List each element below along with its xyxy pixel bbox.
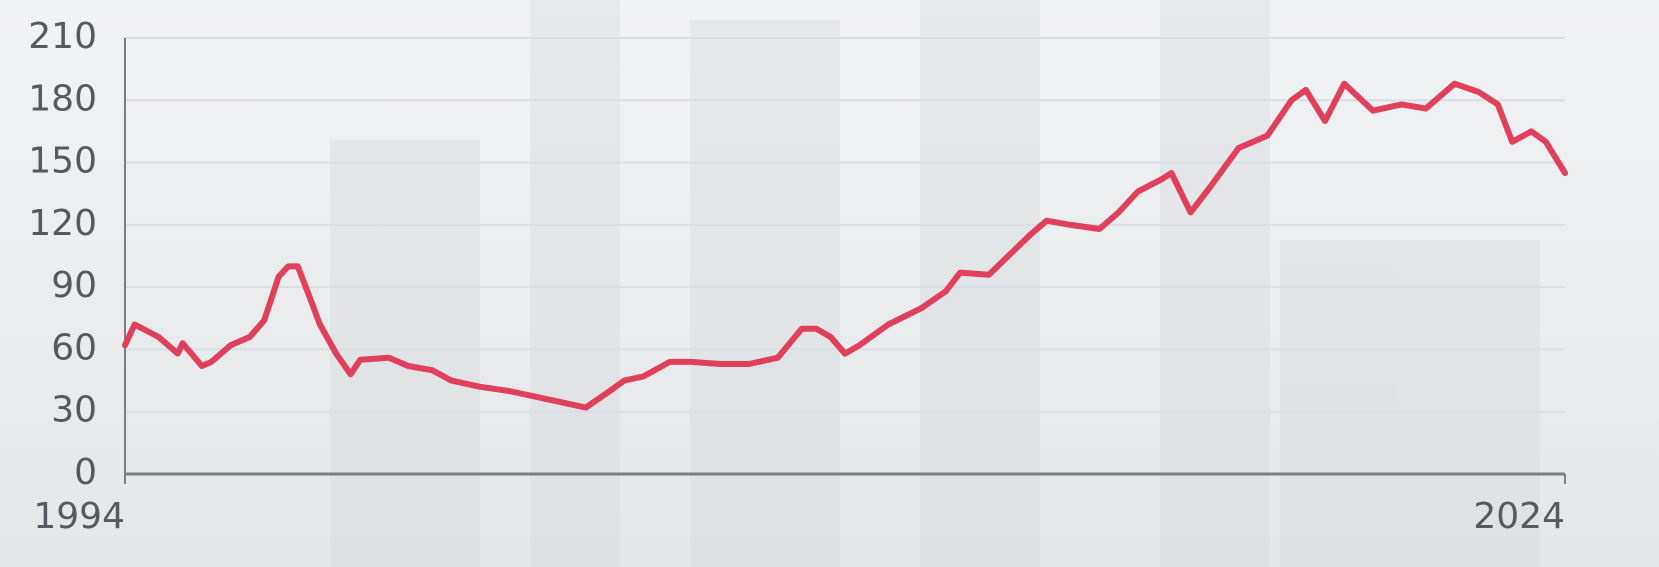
data-line — [122, 80, 1568, 411]
x-tick-label: 2024 — [1473, 496, 1565, 537]
y-tick-label: 90 — [51, 265, 97, 306]
y-tick-label: 180 — [28, 78, 97, 119]
y-tick-label: 30 — [51, 390, 97, 431]
x-tick-label: 1994 — [33, 496, 125, 537]
y-tick-label: 60 — [51, 327, 97, 368]
y-tick-label: 210 — [28, 16, 97, 57]
y-tick-label: 150 — [28, 141, 97, 182]
y-tick-label: 120 — [28, 203, 97, 244]
y-tick-label: 0 — [74, 452, 97, 493]
